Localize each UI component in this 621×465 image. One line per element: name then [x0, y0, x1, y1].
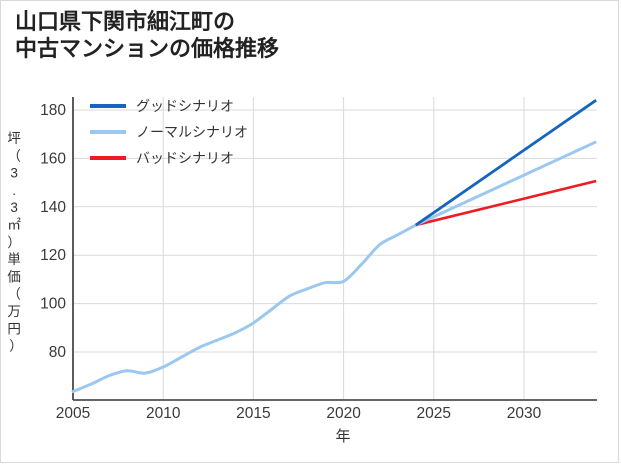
svg-text:180: 180 — [40, 102, 66, 119]
svg-text:バッドシナリオ: バッドシナリオ — [136, 150, 234, 166]
svg-text:2030: 2030 — [507, 405, 542, 422]
svg-text:120: 120 — [40, 247, 66, 264]
svg-text:坪 （ 3 .: 坪 （ 3 . 3 ㎡ ） 単 価 （ 万 円 ） — [7, 131, 24, 354]
svg-text:2010: 2010 — [146, 405, 181, 422]
svg-text:年: 年 — [335, 428, 350, 445]
svg-text:160: 160 — [40, 150, 66, 167]
svg-text:140: 140 — [40, 199, 66, 216]
svg-text:グッドシナリオ: グッドシナリオ — [136, 98, 234, 114]
svg-text:2015: 2015 — [236, 405, 270, 422]
svg-text:2025: 2025 — [417, 405, 451, 422]
svg-text:ノーマルシナリオ: ノーマルシナリオ — [136, 124, 248, 140]
svg-text:100: 100 — [40, 296, 66, 313]
svg-text:2005: 2005 — [56, 405, 90, 422]
svg-text:2020: 2020 — [326, 405, 361, 422]
svg-text:80: 80 — [49, 344, 67, 361]
